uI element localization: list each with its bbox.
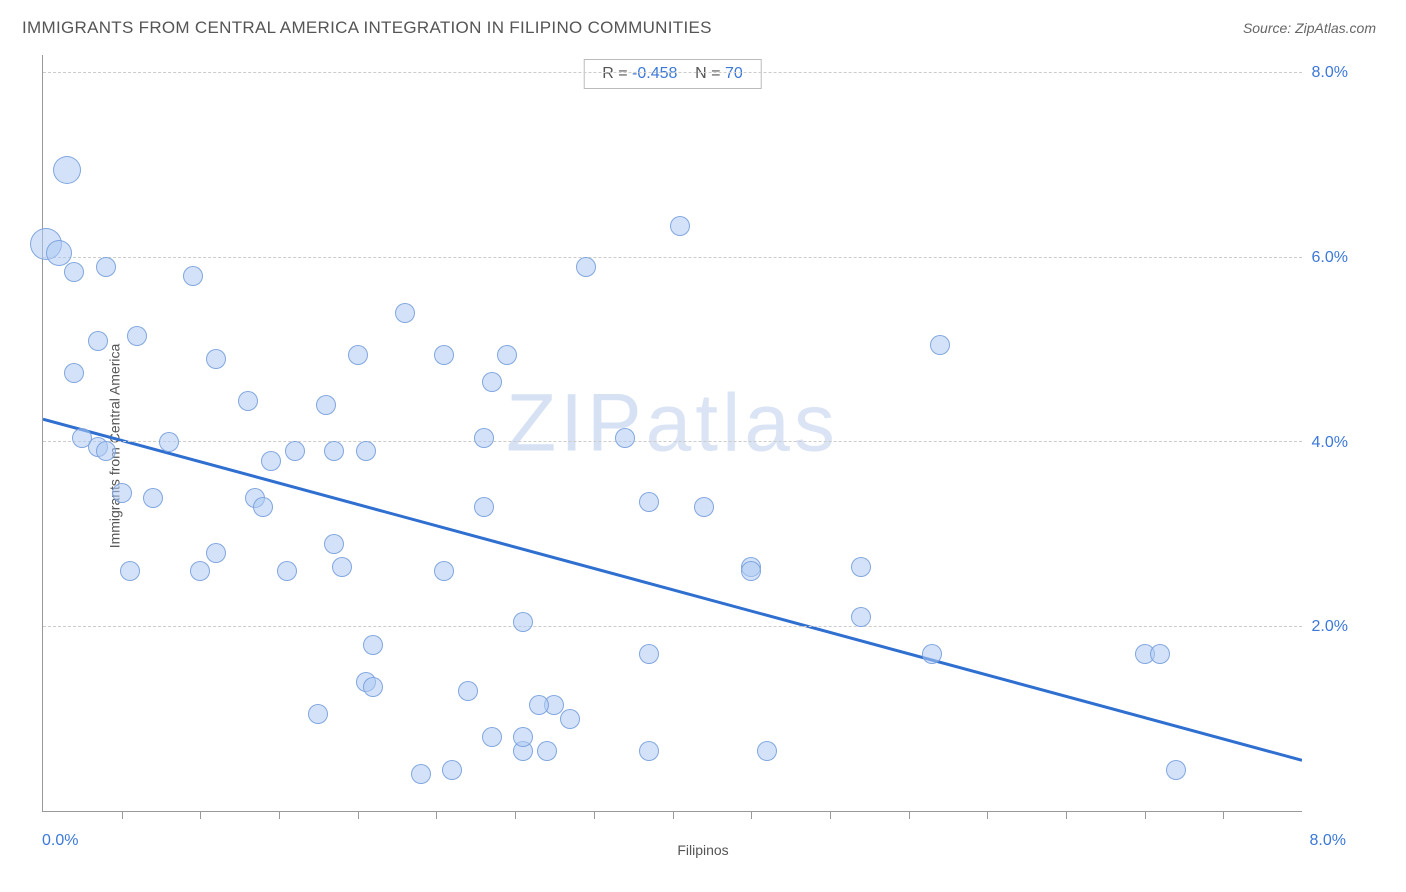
r-value: -0.458 <box>632 65 677 82</box>
data-point <box>206 543 226 563</box>
data-point <box>363 677 383 697</box>
x-axis-label: Filipinos <box>677 842 728 858</box>
data-point <box>639 492 659 512</box>
data-point <box>513 727 533 747</box>
data-point <box>482 727 502 747</box>
y-tick-label: 8.0% <box>1312 64 1348 82</box>
data-point <box>670 216 690 236</box>
data-point <box>434 345 454 365</box>
data-point <box>324 534 344 554</box>
data-point <box>332 557 352 577</box>
x-tick <box>122 811 123 819</box>
x-tick <box>200 811 201 819</box>
data-point <box>159 432 179 452</box>
y-tick-label: 4.0% <box>1312 434 1348 452</box>
data-point <box>253 497 273 517</box>
data-point <box>482 372 502 392</box>
data-point <box>238 391 258 411</box>
data-point <box>308 704 328 724</box>
y-tick-label: 6.0% <box>1312 249 1348 267</box>
chart-title: IMMIGRANTS FROM CENTRAL AMERICA INTEGRAT… <box>22 18 712 38</box>
data-point <box>348 345 368 365</box>
watermark: ZIPatlas <box>506 377 839 471</box>
data-point <box>458 681 478 701</box>
data-point <box>183 266 203 286</box>
data-point <box>474 428 494 448</box>
data-point <box>261 451 281 471</box>
x-tick <box>751 811 752 819</box>
data-point <box>442 760 462 780</box>
x-tick <box>673 811 674 819</box>
n-value: 70 <box>725 65 743 82</box>
data-point <box>190 561 210 581</box>
data-point <box>513 612 533 632</box>
x-tick <box>909 811 910 819</box>
data-point <box>1150 644 1170 664</box>
data-point <box>474 497 494 517</box>
x-tick <box>1223 811 1224 819</box>
data-point <box>46 240 72 266</box>
data-point <box>363 635 383 655</box>
data-point <box>112 483 132 503</box>
r-label: R = <box>602 65 627 82</box>
data-point <box>639 644 659 664</box>
data-point <box>96 257 116 277</box>
x-axis-min: 0.0% <box>42 832 78 850</box>
y-tick-label: 2.0% <box>1312 618 1348 636</box>
data-point <box>206 349 226 369</box>
data-point <box>356 441 376 461</box>
gridline <box>43 72 1302 73</box>
x-tick <box>594 811 595 819</box>
scatter-plot: ZIPatlas R = -0.458 N = 70 <box>42 55 1302 812</box>
data-point <box>143 488 163 508</box>
x-tick <box>436 811 437 819</box>
data-point <box>615 428 635 448</box>
data-point <box>285 441 305 461</box>
data-point <box>64 363 84 383</box>
data-point <box>694 497 714 517</box>
x-tick <box>279 811 280 819</box>
data-point <box>576 257 596 277</box>
data-point <box>930 335 950 355</box>
data-point <box>64 262 84 282</box>
data-point <box>127 326 147 346</box>
data-point <box>639 741 659 761</box>
stats-box: R = -0.458 N = 70 <box>583 59 762 89</box>
gridline <box>43 441 1302 442</box>
data-point <box>53 156 81 184</box>
gridline <box>43 257 1302 258</box>
data-point <box>757 741 777 761</box>
x-tick <box>358 811 359 819</box>
data-point <box>851 557 871 577</box>
x-tick <box>1145 811 1146 819</box>
data-point <box>88 331 108 351</box>
data-point <box>851 607 871 627</box>
trend-line <box>43 55 1302 811</box>
data-point <box>411 764 431 784</box>
data-point <box>434 561 454 581</box>
data-point <box>277 561 297 581</box>
x-tick <box>1066 811 1067 819</box>
data-point <box>395 303 415 323</box>
data-point <box>560 709 580 729</box>
source-attribution: Source: ZipAtlas.com <box>1243 20 1376 36</box>
x-tick <box>987 811 988 819</box>
gridline <box>43 626 1302 627</box>
data-point <box>324 441 344 461</box>
data-point <box>316 395 336 415</box>
data-point <box>922 644 942 664</box>
x-axis-max: 8.0% <box>1310 832 1346 850</box>
x-tick <box>830 811 831 819</box>
x-tick <box>515 811 516 819</box>
data-point <box>1166 760 1186 780</box>
data-point <box>497 345 517 365</box>
data-point <box>741 561 761 581</box>
n-label: N = <box>695 65 720 82</box>
data-point <box>529 695 549 715</box>
data-point <box>120 561 140 581</box>
data-point <box>96 441 116 461</box>
data-point <box>537 741 557 761</box>
